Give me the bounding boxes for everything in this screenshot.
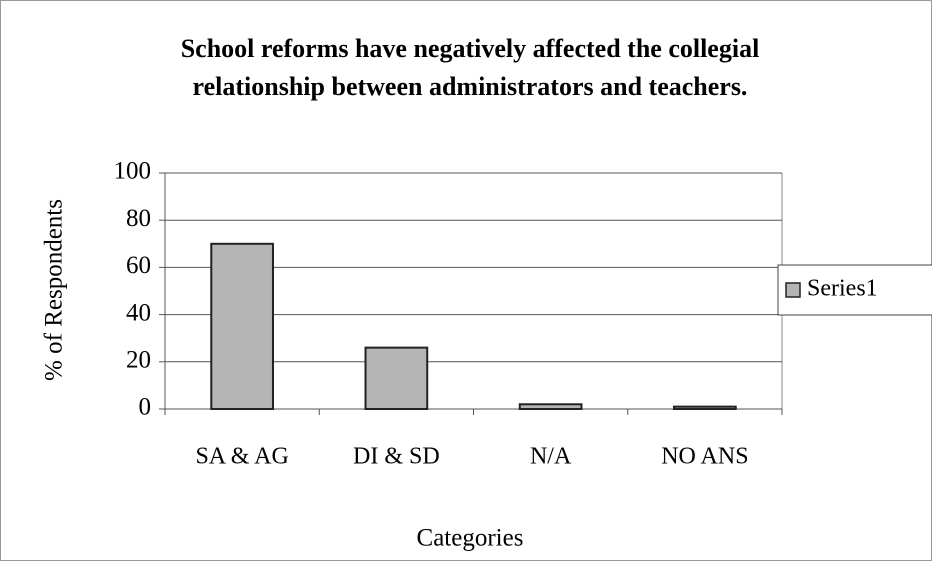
x-tick-label: N/A (530, 444, 572, 470)
x-tick-label: NO ANS (661, 444, 748, 470)
x-tick-label: SA & AG (195, 444, 288, 470)
legend-label: Series1 (807, 276, 878, 302)
y-axis-label: % of Respondents (41, 199, 68, 381)
y-tick-label: 40 (126, 299, 151, 326)
x-axis-label: Categories (417, 525, 524, 552)
bar (518, 403, 583, 410)
y-tick-label: 0 (139, 394, 152, 421)
y-tick-label: 60 (126, 252, 151, 279)
legend-swatch (785, 282, 801, 298)
y-tick-label: 20 (126, 347, 151, 374)
y-tick-label: 100 (114, 158, 152, 185)
bar (673, 405, 737, 411)
x-tick-label: DI & SD (353, 444, 440, 470)
legend-box (777, 264, 932, 316)
chart-title: School reforms have negatively affected … (180, 34, 760, 101)
y-tick-label: 80 (126, 205, 151, 232)
bar (364, 346, 429, 411)
bar (210, 242, 274, 410)
